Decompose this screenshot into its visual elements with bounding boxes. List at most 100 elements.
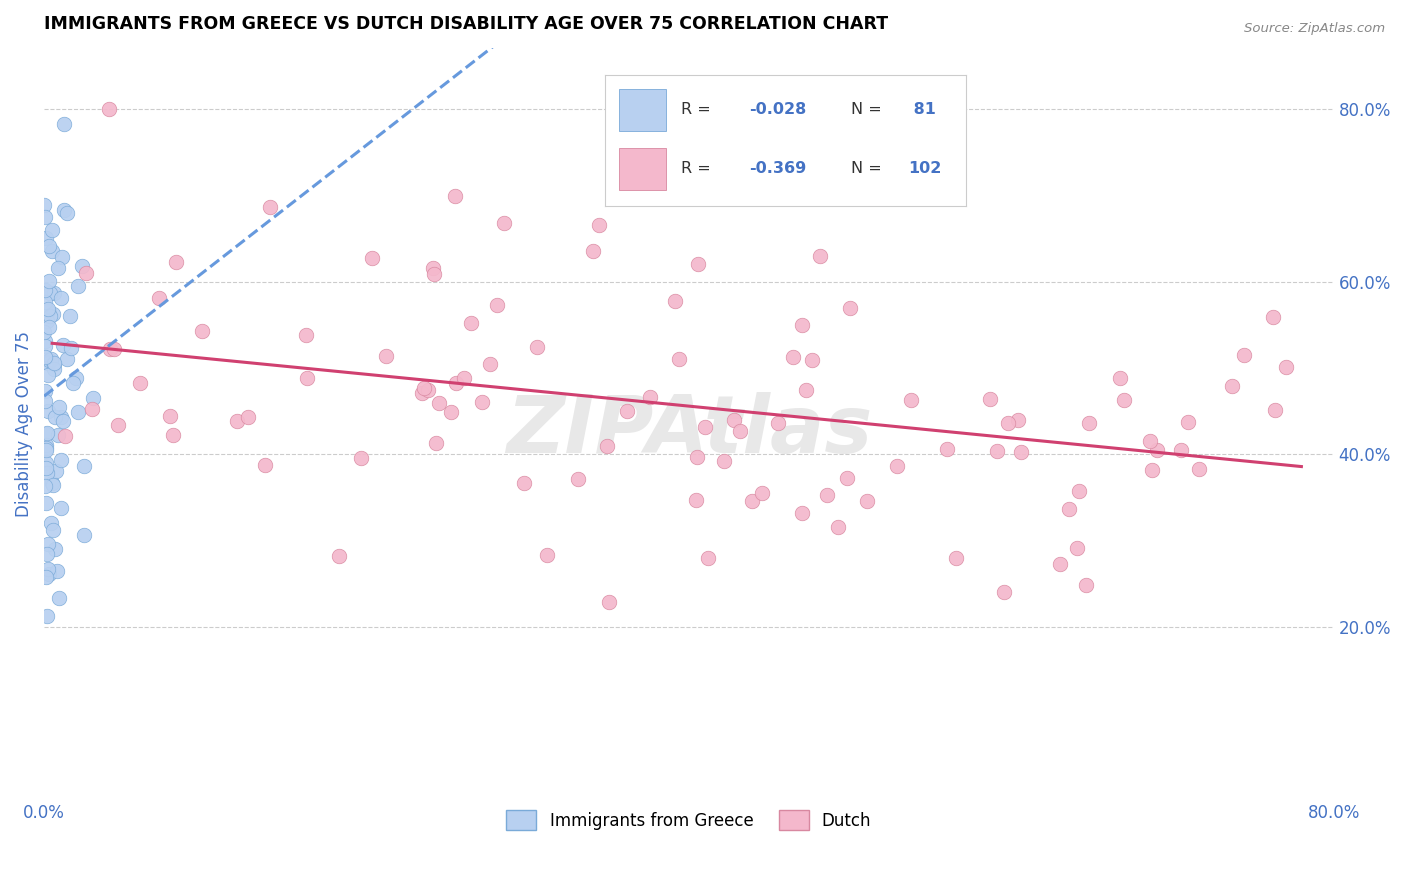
Point xyxy=(66,279,89,293)
Point xyxy=(34,351,56,365)
Point xyxy=(794,383,817,397)
Point xyxy=(72,458,94,473)
Point xyxy=(98,102,121,116)
Point xyxy=(38,309,60,323)
Point xyxy=(1264,403,1286,417)
Point xyxy=(361,251,384,265)
Point xyxy=(159,409,181,424)
Point xyxy=(37,368,59,383)
Point xyxy=(668,351,690,366)
Point xyxy=(49,453,72,467)
Point xyxy=(41,476,63,491)
Point xyxy=(75,267,97,281)
Point xyxy=(416,383,439,397)
Point xyxy=(58,310,80,324)
Point xyxy=(422,267,444,281)
Point xyxy=(782,350,804,364)
Point xyxy=(42,523,65,537)
Point xyxy=(741,494,763,508)
Point xyxy=(34,334,56,348)
Point xyxy=(835,471,858,485)
Point xyxy=(80,401,103,416)
Point xyxy=(1261,310,1284,324)
Point xyxy=(37,356,59,370)
Point xyxy=(664,294,686,309)
Point xyxy=(46,564,69,578)
Point xyxy=(295,328,318,343)
Point xyxy=(44,285,66,300)
Point xyxy=(35,466,58,480)
Point xyxy=(800,353,823,368)
Point xyxy=(35,496,58,510)
Point xyxy=(460,316,482,330)
Point xyxy=(471,395,494,409)
Point xyxy=(1177,415,1199,429)
Point xyxy=(374,349,396,363)
Point xyxy=(37,537,59,551)
Point xyxy=(1077,416,1099,430)
Point xyxy=(254,458,277,472)
Text: Source: ZipAtlas.com: Source: ZipAtlas.com xyxy=(1244,22,1385,36)
Point xyxy=(856,494,879,508)
Point xyxy=(997,416,1019,430)
Point xyxy=(34,456,56,470)
Point xyxy=(37,314,59,328)
Point xyxy=(1170,442,1192,457)
Point xyxy=(259,200,281,214)
Point xyxy=(536,548,558,562)
Point xyxy=(1074,577,1097,591)
Point xyxy=(38,567,60,582)
Point xyxy=(1139,434,1161,448)
Point xyxy=(723,413,745,427)
Point xyxy=(696,550,718,565)
Point xyxy=(55,206,77,220)
Y-axis label: Disability Age Over 75: Disability Age Over 75 xyxy=(15,331,32,517)
Point xyxy=(37,303,59,318)
Point xyxy=(479,357,502,371)
Point xyxy=(936,442,959,456)
Point xyxy=(45,465,67,479)
Point xyxy=(41,223,63,237)
Point xyxy=(49,501,72,516)
Point xyxy=(582,244,605,258)
Point xyxy=(1220,378,1243,392)
Point xyxy=(839,301,862,315)
Text: IMMIGRANTS FROM GREECE VS DUTCH DISABILITY AGE OVER 75 CORRELATION CHART: IMMIGRANTS FROM GREECE VS DUTCH DISABILI… xyxy=(44,15,889,33)
Point xyxy=(598,594,620,608)
Point xyxy=(35,609,58,624)
Point xyxy=(46,428,69,442)
Point xyxy=(34,294,56,309)
Point xyxy=(1109,371,1132,385)
Point xyxy=(792,318,814,333)
Point xyxy=(42,478,65,492)
Point xyxy=(35,548,58,562)
Point xyxy=(44,541,66,556)
Point xyxy=(35,425,58,440)
Point xyxy=(44,410,66,425)
Point xyxy=(41,244,63,259)
Point xyxy=(35,441,58,455)
Point xyxy=(190,324,212,338)
Point xyxy=(39,516,62,530)
Point xyxy=(986,444,1008,458)
Point xyxy=(35,355,58,369)
Point xyxy=(98,342,121,356)
Point xyxy=(827,520,849,534)
Point xyxy=(444,189,467,203)
Point xyxy=(492,216,515,230)
Point xyxy=(44,357,66,371)
Point xyxy=(82,391,104,405)
Point xyxy=(567,472,589,486)
Point xyxy=(44,356,66,370)
Point xyxy=(945,551,967,566)
Point xyxy=(425,436,447,450)
Point xyxy=(35,438,58,452)
Point xyxy=(38,274,60,288)
Point xyxy=(1057,501,1080,516)
Point xyxy=(60,342,83,356)
Point xyxy=(34,570,56,584)
Point xyxy=(328,549,350,563)
Point xyxy=(34,393,56,408)
Point xyxy=(38,352,60,367)
Point xyxy=(48,401,70,415)
